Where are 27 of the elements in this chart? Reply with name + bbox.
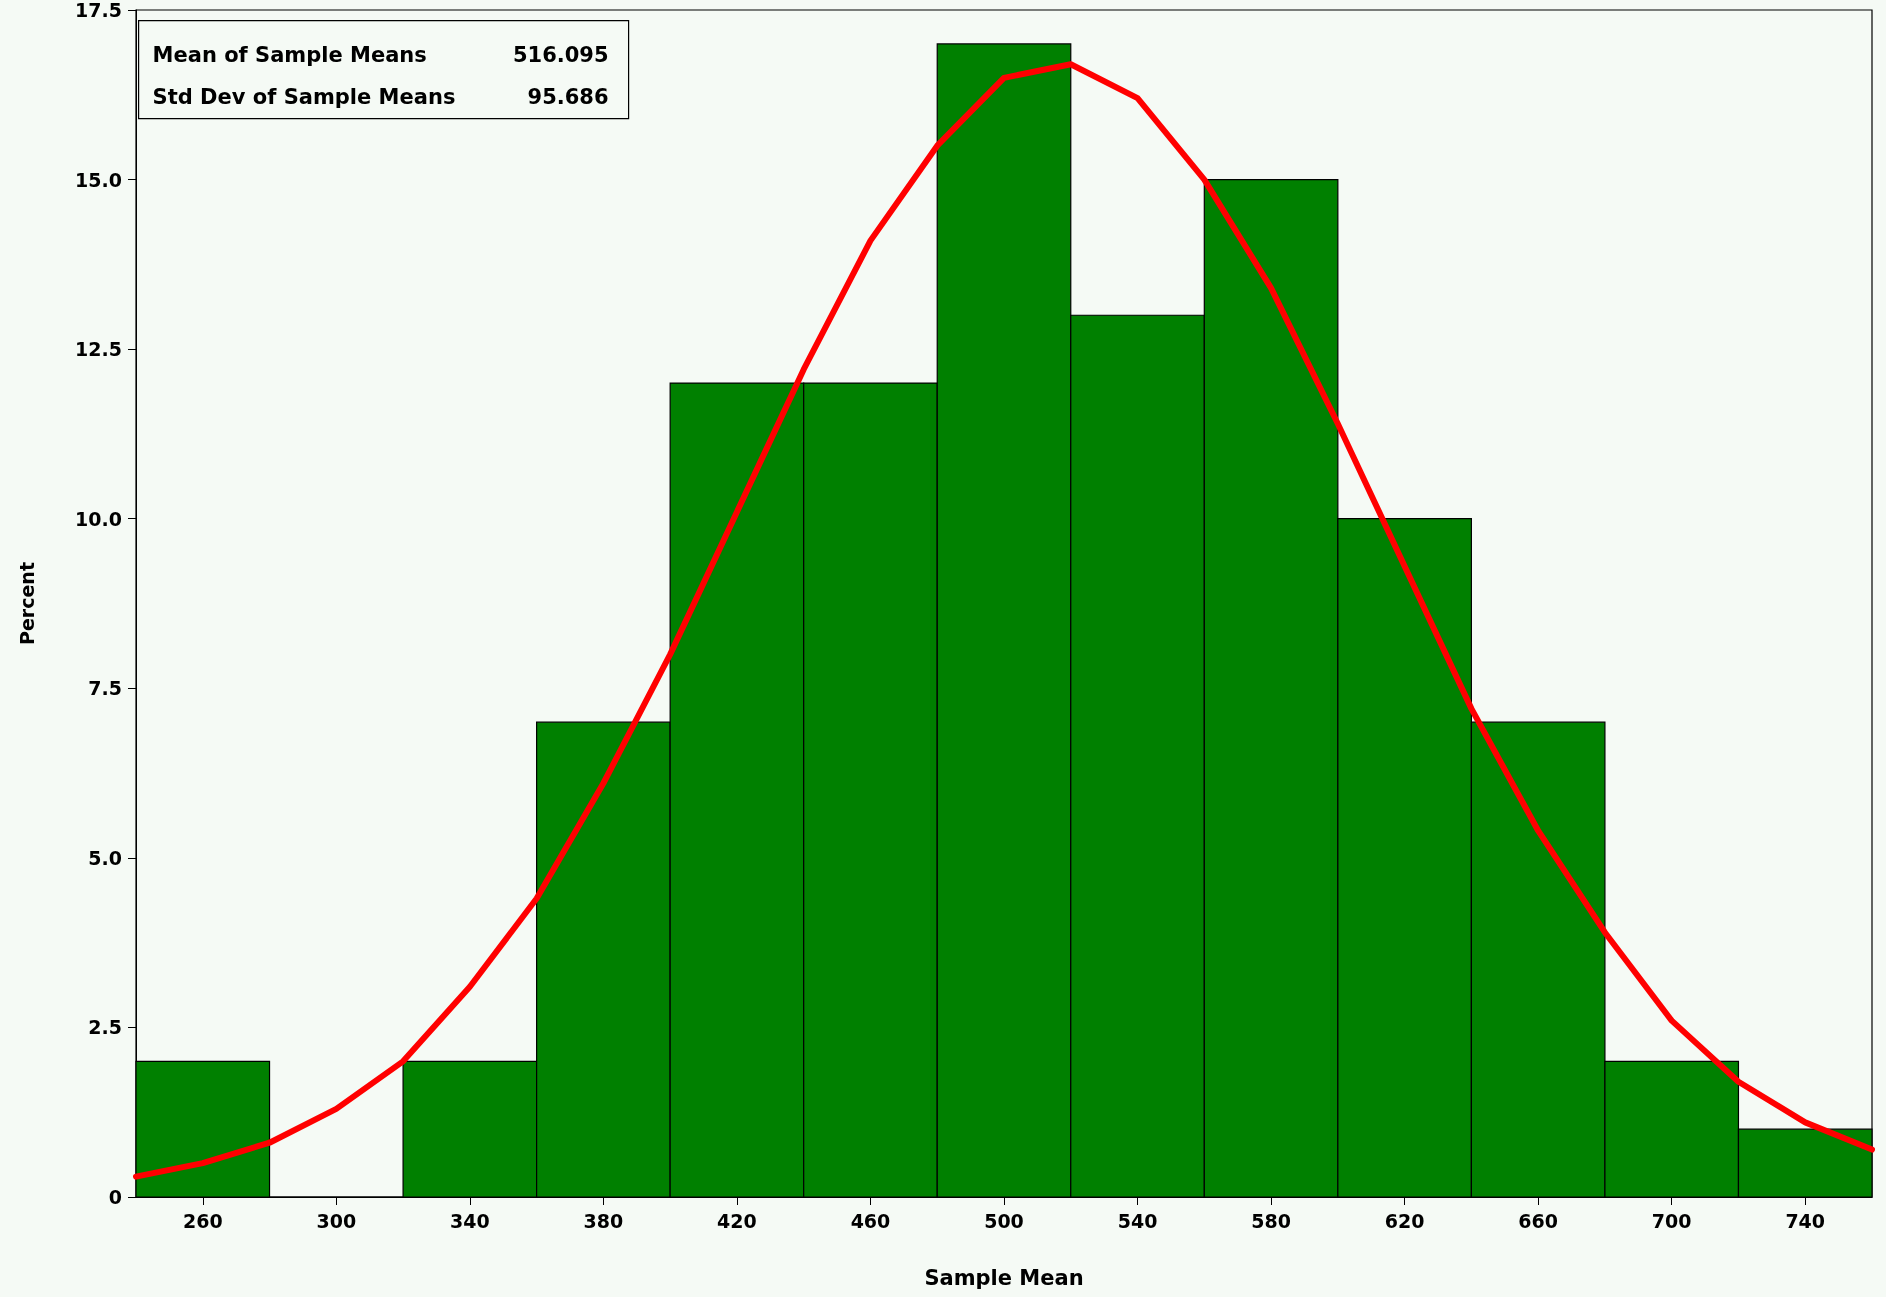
- y-tick-label: 2.5: [88, 1016, 122, 1039]
- x-tick-label: 700: [1651, 1209, 1692, 1232]
- x-tick-label: 580: [1251, 1209, 1291, 1232]
- x-tick-label: 660: [1518, 1209, 1558, 1232]
- annotation: Std Dev of Sample Means: [152, 84, 456, 109]
- x-tick-label: 300: [316, 1209, 357, 1232]
- x-tick-label: 380: [583, 1209, 624, 1232]
- x-tick-label: 540: [1117, 1209, 1158, 1232]
- x-tick-label: 340: [450, 1209, 490, 1232]
- annotation: Mean of Sample Means: [152, 42, 427, 67]
- x-tick-label: 260: [182, 1209, 223, 1232]
- annotation: 516.095: [512, 42, 609, 67]
- y-axis-title: Percent: [15, 562, 38, 645]
- x-tick-label: 740: [1785, 1209, 1826, 1232]
- y-tick-label: 10.0: [75, 507, 122, 530]
- x-tick-label: 620: [1384, 1209, 1425, 1232]
- y-tick-label: 0: [108, 1186, 122, 1208]
- y-tick-label: 5.0: [88, 846, 122, 869]
- annotation: 95.686: [527, 84, 609, 109]
- x-tick-label: 420: [717, 1209, 757, 1232]
- y-tick-label: 12.5: [75, 338, 122, 361]
- y-tick-label: 7.5: [88, 677, 122, 700]
- y-tick-label: 17.5: [75, 0, 122, 21]
- x-tick-label: 500: [984, 1209, 1024, 1232]
- x-tick-label: 460: [850, 1209, 891, 1232]
- x-axis-title: Sample Mean: [924, 1265, 1084, 1290]
- y-tick-label: 15.0: [75, 168, 122, 191]
